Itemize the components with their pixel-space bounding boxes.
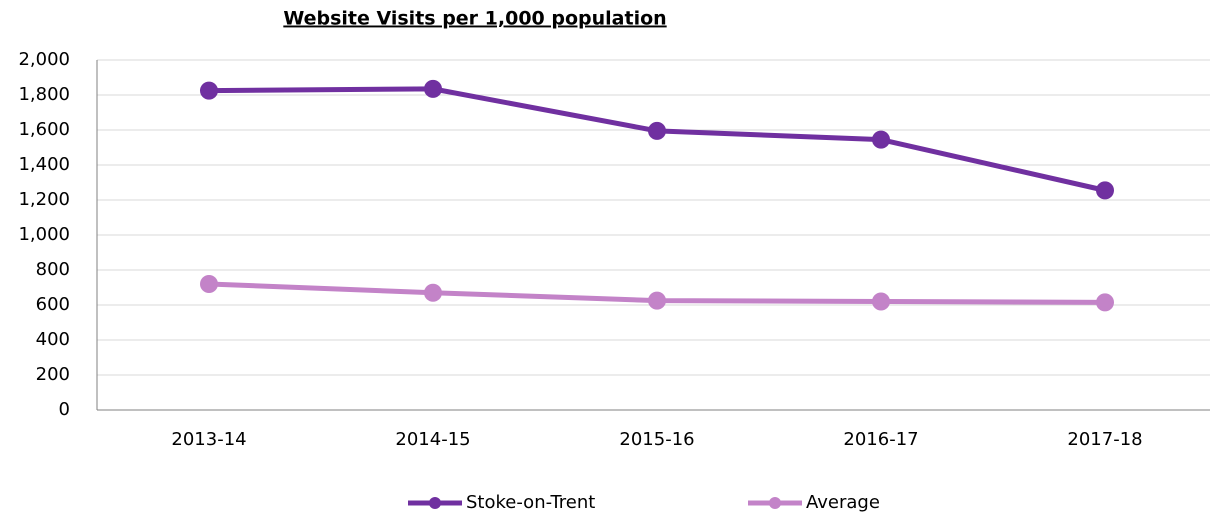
chart-title: Website Visits per 1,000 population — [283, 8, 666, 30]
y-tick-label: 2,000 — [18, 49, 70, 70]
legend-label: Stoke-on-Trent — [466, 492, 595, 513]
data-point — [1096, 293, 1114, 312]
y-tick-label: 1,600 — [18, 119, 70, 140]
data-point — [200, 275, 218, 293]
data-point — [648, 291, 666, 310]
y-tick-label: 800 — [36, 259, 70, 280]
legend-marker — [429, 497, 441, 509]
x-tick-label: 2015-16 — [619, 429, 694, 450]
data-point — [424, 283, 442, 302]
y-tick-label: 1,400 — [18, 154, 70, 175]
y-tick-label: 200 — [36, 364, 70, 385]
data-point — [872, 292, 890, 311]
y-tick-label: 1,800 — [18, 84, 70, 105]
data-point — [648, 121, 666, 140]
x-tick-label: 2016-17 — [843, 429, 918, 450]
legend-label: Average — [806, 492, 880, 513]
y-tick-label: 0 — [59, 399, 70, 420]
y-tick-label: 1,000 — [18, 224, 70, 245]
x-tick-label: 2013-14 — [171, 429, 246, 450]
y-tick-label: 1,200 — [18, 189, 70, 210]
data-point — [200, 81, 218, 100]
x-tick-label: 2014-15 — [395, 429, 470, 450]
x-tick-label: 2017-18 — [1067, 429, 1142, 450]
y-tick-label: 600 — [36, 294, 70, 315]
y-tick-label: 400 — [36, 329, 70, 350]
data-point — [424, 79, 442, 98]
data-point — [1096, 181, 1114, 200]
legend-marker — [769, 497, 781, 509]
data-point — [872, 130, 890, 149]
